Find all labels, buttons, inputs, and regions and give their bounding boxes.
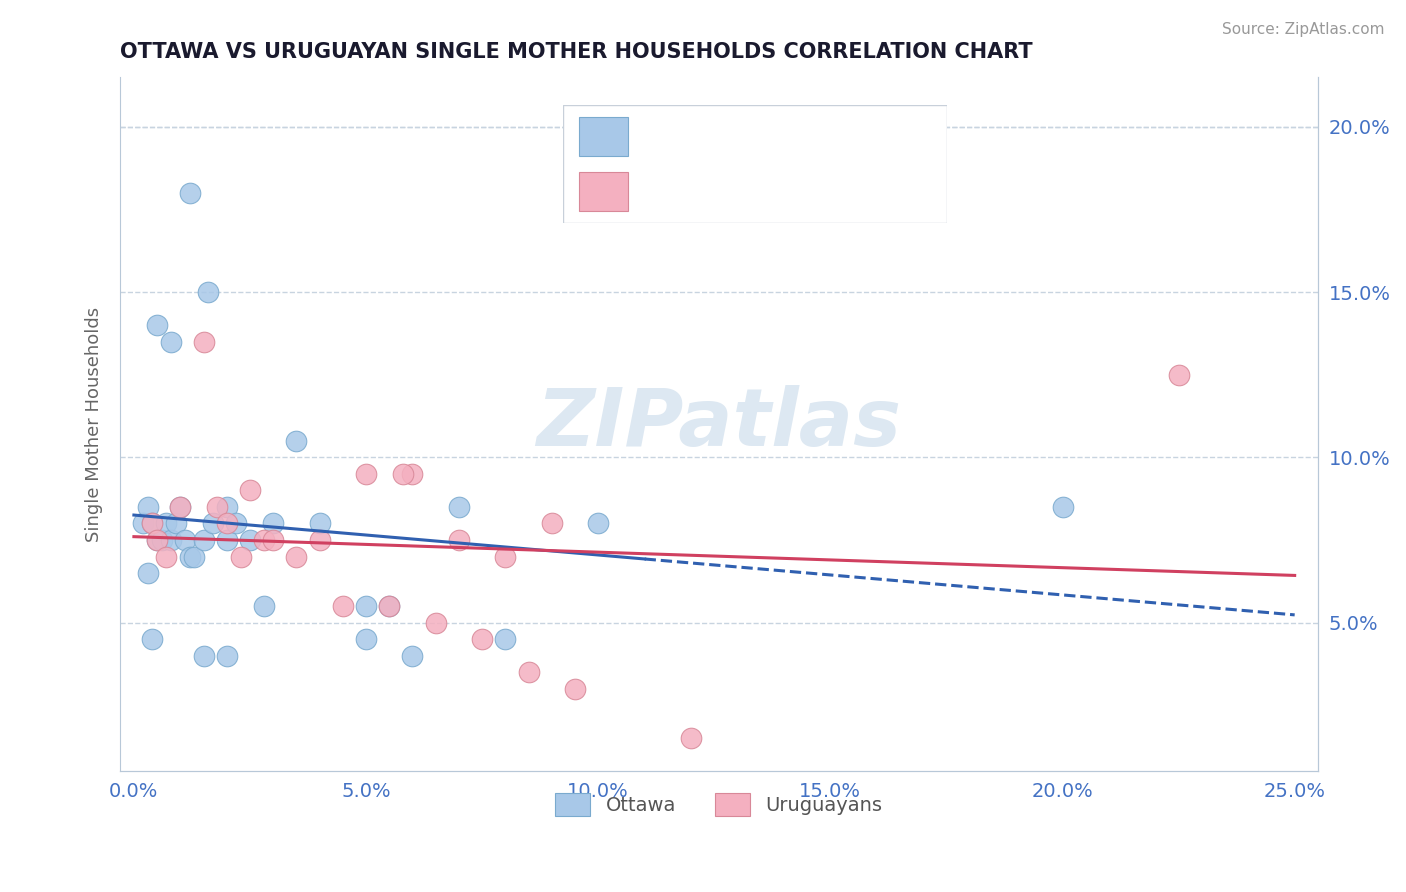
Point (392, 467, 415, 481)
Point (378, 599, 401, 613)
Point (174, 533, 197, 547)
Point (262, 516, 284, 531)
Point (136, 500, 159, 514)
Point (425, 615, 447, 630)
Point (169, 500, 191, 514)
Point (160, 334, 183, 349)
Point (146, 533, 169, 547)
Point (354, 599, 377, 613)
Point (155, 516, 177, 531)
Point (229, 549, 252, 564)
Point (141, 516, 163, 531)
Point (150, 533, 173, 547)
Point (183, 549, 205, 564)
Point (165, 516, 187, 531)
Point (401, 467, 423, 481)
Text: ZIPatlas: ZIPatlas (537, 385, 901, 463)
Point (354, 632, 377, 647)
Point (239, 533, 262, 547)
Point (207, 500, 229, 514)
Y-axis label: Single Mother Households: Single Mother Households (86, 307, 103, 541)
Text: Source: ZipAtlas.com: Source: ZipAtlas.com (1222, 22, 1385, 37)
Point (160, 533, 183, 547)
Point (169, 500, 191, 514)
Point (285, 549, 308, 564)
Point (193, 648, 215, 663)
Point (201, 516, 224, 531)
Point (179, 549, 201, 564)
Point (447, 500, 470, 514)
Point (132, 516, 155, 531)
Point (215, 516, 238, 531)
Point (1167, 368, 1189, 382)
Point (193, 334, 215, 349)
Point (517, 665, 540, 680)
Point (681, 731, 703, 746)
Point (471, 632, 494, 647)
Point (540, 516, 562, 531)
Point (494, 632, 516, 647)
Point (225, 516, 247, 531)
Point (354, 467, 377, 481)
Point (586, 516, 609, 531)
Point (141, 516, 163, 531)
Point (215, 500, 238, 514)
Point (136, 566, 159, 580)
Legend: Ottawa, Uruguayans: Ottawa, Uruguayans (547, 785, 890, 824)
Point (193, 533, 215, 547)
Point (197, 285, 219, 299)
Point (253, 599, 276, 613)
Point (215, 648, 238, 663)
Point (1052, 500, 1074, 514)
Point (285, 434, 308, 448)
Point (239, 483, 262, 498)
Point (215, 533, 238, 547)
Point (146, 318, 169, 332)
Point (179, 186, 201, 200)
Point (141, 632, 163, 647)
Point (447, 533, 470, 547)
Point (146, 533, 169, 547)
Point (308, 516, 330, 531)
Point (155, 549, 177, 564)
Point (308, 533, 330, 547)
Point (262, 533, 284, 547)
Point (378, 599, 401, 613)
Point (253, 533, 276, 547)
Point (401, 648, 423, 663)
Text: OTTAWA VS URUGUAYAN SINGLE MOTHER HOUSEHOLDS CORRELATION CHART: OTTAWA VS URUGUAYAN SINGLE MOTHER HOUSEH… (120, 42, 1032, 62)
Point (332, 599, 354, 613)
Point (494, 549, 516, 564)
Point (564, 681, 586, 696)
